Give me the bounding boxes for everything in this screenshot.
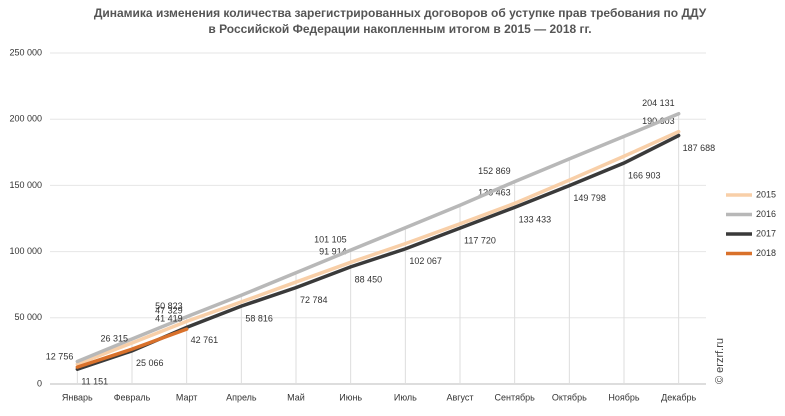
data-label: 152 869 <box>478 166 511 176</box>
data-label: 166 903 <box>628 170 661 180</box>
y-tick-label: 200 000 <box>9 114 42 124</box>
x-tick-label: Декабрь <box>661 392 696 402</box>
x-tick-label: Февраль <box>114 392 151 402</box>
data-label: 204 131 <box>642 98 675 108</box>
y-tick-label: 50 000 <box>14 312 42 322</box>
data-label: 117 720 <box>464 236 496 246</box>
data-label: 58 816 <box>245 314 273 324</box>
y-tick-label: 250 000 <box>9 47 42 57</box>
chart-title: Динамика изменения количества зарегистри… <box>94 6 707 20</box>
data-label: 25 066 <box>136 358 164 368</box>
data-label: 101 105 <box>314 235 347 245</box>
legend-label: 2018 <box>756 248 776 258</box>
legend-label: 2016 <box>756 209 776 219</box>
legend-label: 2015 <box>756 189 776 199</box>
x-tick-label: Май <box>287 392 305 402</box>
legend-label: 2017 <box>756 228 776 238</box>
data-label: 41 419 <box>155 314 183 324</box>
data-label: 149 798 <box>573 193 606 203</box>
data-label: 12 756 <box>46 351 74 361</box>
data-label: 11 151 <box>81 377 108 387</box>
data-label: 47 329 <box>155 306 183 316</box>
data-label: 133 433 <box>519 215 552 225</box>
x-tick-label: Март <box>176 392 198 402</box>
data-label: 26 315 <box>100 334 128 344</box>
y-tick-label: 150 000 <box>9 180 42 190</box>
series-line <box>75 111 681 364</box>
series-line <box>75 327 189 369</box>
data-label: 102 067 <box>409 256 442 266</box>
x-tick-label: Апрель <box>226 392 257 402</box>
x-tick-label: Ноябрь <box>608 392 640 402</box>
x-tick-label: Июль <box>394 392 417 402</box>
data-label: 91 914 <box>319 247 347 257</box>
data-label: 88 450 <box>355 274 383 284</box>
series-line <box>75 129 681 366</box>
x-tick-label: Август <box>446 392 473 402</box>
data-label: 50 823 <box>155 301 183 311</box>
x-tick-label: Октябрь <box>552 392 587 402</box>
x-tick-label: Июнь <box>339 392 362 402</box>
watermark: © erzrf.ru <box>714 338 726 384</box>
data-label: 72 784 <box>300 295 328 305</box>
y-tick-label: 100 000 <box>9 246 42 256</box>
x-tick-label: Сентябрь <box>495 392 536 402</box>
data-label: 187 688 <box>683 143 716 153</box>
y-tick-label: 0 <box>37 378 42 388</box>
data-label: 136 463 <box>478 188 511 198</box>
chart-title: в Российской Федерации накопленным итого… <box>208 22 591 36</box>
data-label: 42 761 <box>191 335 219 345</box>
x-tick-label: Январь <box>62 392 93 402</box>
